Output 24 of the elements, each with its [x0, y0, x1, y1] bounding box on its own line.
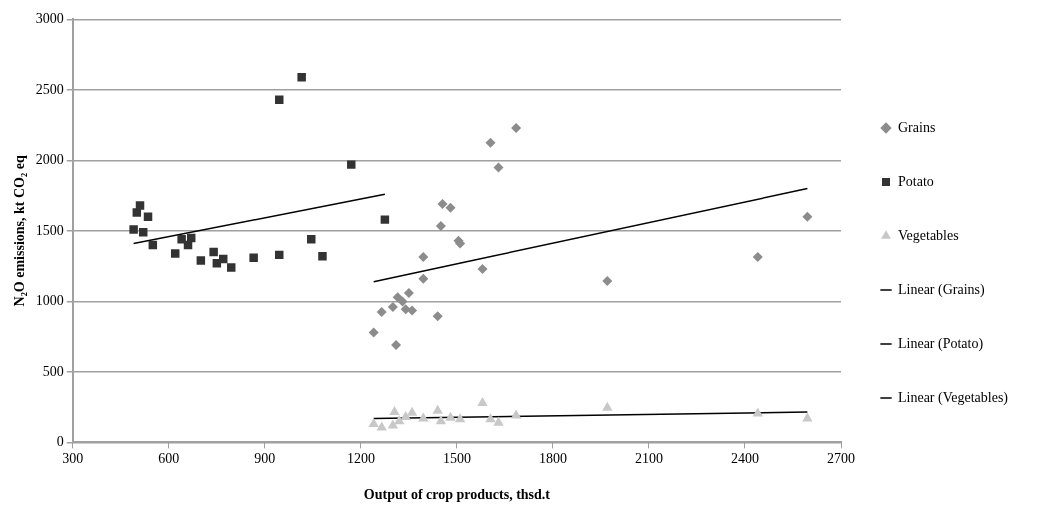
x-tick-label: 1800 [538, 451, 567, 467]
legend-label: Linear (Vegetables) [898, 389, 1009, 406]
x-tick-label: 2100 [634, 451, 663, 467]
x-axis-title: Output of crop products, thsd.t [363, 487, 551, 503]
legend-label: Grains [898, 119, 936, 135]
y-axis-title: N₂O emissions, kt CO₂ eq [12, 155, 28, 307]
y-tick-label: 1500 [35, 222, 64, 238]
x-tick-label: 2700 [827, 451, 855, 467]
x-tick-label: 1200 [346, 451, 375, 467]
x-tick-label: 300 [62, 451, 84, 467]
legend-label: Linear (Grains) [898, 281, 986, 298]
y-tick-label: 1000 [35, 293, 64, 309]
y-tick-label: 3000 [35, 11, 64, 27]
x-tick-label: 1500 [442, 451, 471, 467]
x-tick-label: 600 [158, 451, 180, 467]
legend-label: Potato [898, 173, 934, 189]
y-tick-label: 0 [56, 434, 64, 450]
legend-label: Vegetables [898, 227, 959, 243]
legend-label: Linear (Potato) [898, 335, 984, 352]
x-tick-label: 900 [254, 451, 276, 467]
y-tick-label: 2500 [35, 81, 64, 97]
y-tick-label: 500 [42, 363, 64, 379]
x-tick-label: 2400 [730, 451, 759, 467]
y-tick-label: 2000 [35, 152, 64, 168]
